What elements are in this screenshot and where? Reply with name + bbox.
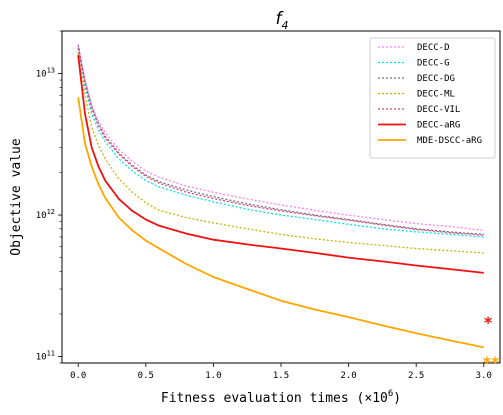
x-tick-label: 1.5	[273, 371, 289, 381]
series-lines	[77, 44, 484, 349]
series-line-1	[77, 48, 484, 238]
marker-decc-arg: *	[484, 313, 493, 332]
legend-label: DECC-aRG	[417, 121, 460, 131]
series-line-5	[77, 54, 484, 274]
x-tick-label: 1.0	[205, 371, 221, 381]
x-tick-label: 0.0	[70, 371, 86, 381]
x-tick-label: 2.5	[408, 371, 424, 381]
series-line-0	[77, 46, 484, 231]
series-line-6	[77, 97, 484, 349]
series-line-3	[77, 52, 484, 254]
x-tick-label: 3.0	[476, 371, 492, 381]
legend-label: DECC-ML	[417, 90, 455, 100]
legend-label: DECC-VIL	[417, 105, 460, 115]
legend-box	[369, 37, 496, 159]
legend-label: DECC-D	[417, 43, 450, 53]
y-tick-label: 1011	[36, 350, 55, 363]
y-tick-label: 1012	[36, 208, 55, 221]
legend-label: MDE-DSCC-aRG	[417, 136, 482, 146]
x-ticks: 0.0 0.5 1.0 1.5 2.0 2.5 3.0	[70, 363, 492, 381]
y-tick-label: 1013	[36, 67, 55, 80]
y-axis-label: Objective value	[9, 138, 24, 256]
legend: DECC-D DECC-G DECC-DG DECC-ML DECC-VIL DECC-a…	[369, 37, 496, 159]
chart-title: f4	[276, 9, 289, 32]
marker-mde-dscc-arg: **	[483, 353, 500, 372]
x-axis-label: Fitness evaluation times (×106)	[161, 389, 401, 406]
x-tick-label: 2.0	[340, 371, 356, 381]
legend-label: DECC-DG	[417, 74, 455, 84]
y-ticks: 1011 1012 1013	[36, 30, 62, 364]
series-line-4	[77, 47, 484, 236]
legend-label: DECC-G	[417, 59, 450, 69]
x-tick-label: 0.5	[138, 371, 154, 381]
